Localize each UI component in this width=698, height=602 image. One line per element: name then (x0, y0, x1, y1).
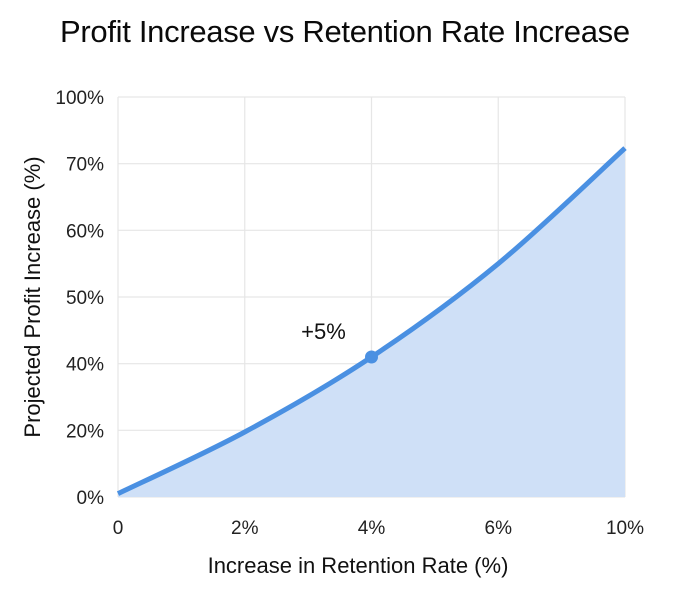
x-tick-label: 6% (485, 518, 513, 539)
x-tick-label: 2% (231, 518, 259, 539)
y-axis-label: Projected Profit Increase (%) (20, 156, 45, 437)
y-axis-ticks: 0% 20% 40% 50% 60% 70% 100% (55, 88, 104, 509)
x-axis-ticks: 0 2% 4% 6% 10% (113, 518, 644, 539)
annotation-label: +5% (301, 319, 346, 344)
area-fill (118, 148, 625, 497)
chart-title: Profit Increase vs Retention Rate Increa… (60, 14, 630, 49)
y-tick-label: 20% (66, 421, 104, 442)
y-tick-label: 100% (55, 88, 104, 109)
y-tick-label: 50% (66, 288, 104, 309)
x-tick-label: 10% (606, 518, 644, 539)
y-tick-label: 70% (66, 155, 104, 176)
x-tick-label: 4% (358, 518, 386, 539)
x-axis-label: Increase in Retention Rate (%) (208, 553, 509, 578)
annotation-marker (365, 350, 378, 364)
y-tick-label: 60% (66, 221, 104, 242)
y-tick-label: 40% (66, 355, 104, 376)
x-tick-label: 0 (113, 518, 124, 539)
y-tick-label: 0% (77, 488, 105, 509)
